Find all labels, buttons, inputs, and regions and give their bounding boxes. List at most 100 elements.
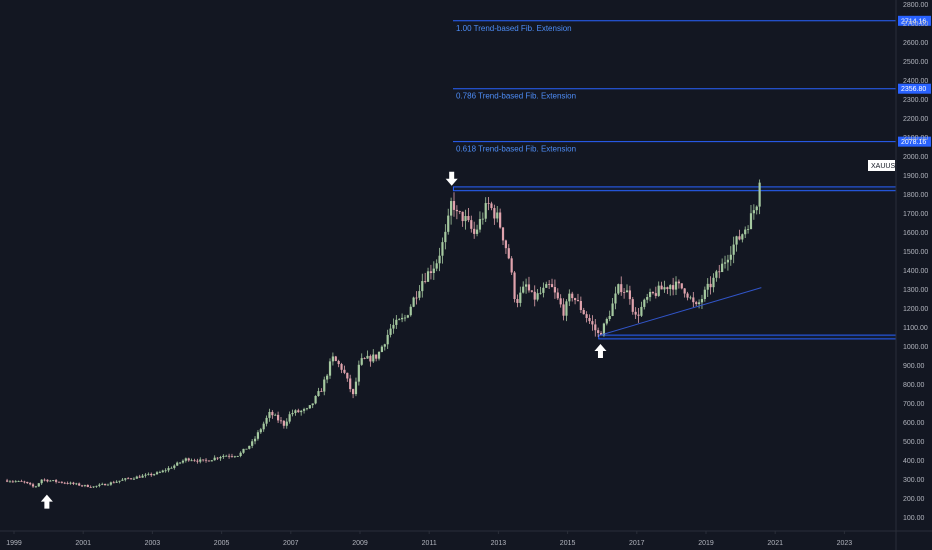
candle-body	[98, 484, 101, 486]
candle-body	[29, 483, 32, 485]
candle-body	[308, 405, 311, 409]
candle-body	[403, 317, 407, 319]
candle-body	[519, 292, 522, 303]
fib-price-tag-label: 2078.16	[901, 139, 926, 146]
arrow-up-icon[interactable]	[40, 494, 53, 509]
y-tick-label: 1200.00	[903, 306, 928, 313]
candle-body	[729, 254, 732, 260]
candle-body	[646, 297, 649, 300]
candle-body	[314, 396, 317, 404]
candle-body	[49, 480, 52, 482]
trend-line[interactable]	[600, 287, 762, 336]
candle-body	[340, 364, 343, 370]
fib-level-label: 0.786 Trend-based Fib. Extension	[456, 92, 576, 101]
candle-body	[467, 216, 470, 221]
symbol-tag-label: XAUUSD	[871, 163, 900, 170]
candle-body	[351, 389, 355, 395]
candle-body	[585, 314, 588, 319]
candle-body	[712, 277, 715, 288]
candle-body	[132, 478, 136, 480]
candle-body	[302, 409, 306, 411]
x-tick-label: 2007	[283, 540, 299, 547]
candle-body	[207, 460, 211, 462]
candle-body	[305, 408, 309, 410]
candle-body	[300, 410, 303, 413]
candle-body	[328, 361, 332, 376]
arrow-down-icon[interactable]	[445, 171, 458, 186]
candle-body	[703, 289, 706, 299]
candle-body	[409, 306, 412, 316]
candle-body	[343, 369, 346, 373]
candle-body	[141, 475, 144, 478]
candle-body	[623, 292, 626, 293]
candle-body	[357, 364, 360, 382]
candle-body	[86, 484, 89, 487]
candle-body	[337, 360, 340, 365]
candle-body	[274, 414, 277, 416]
candle-body	[34, 486, 38, 488]
candle-body	[285, 421, 288, 426]
candle-body	[732, 244, 735, 255]
candle-body	[640, 306, 643, 316]
candle-body	[637, 314, 640, 316]
candle-body	[31, 484, 35, 487]
candle-body	[323, 379, 326, 392]
candle-body	[412, 297, 415, 307]
candle-body	[744, 229, 747, 235]
y-tick-label: 1900.00	[903, 173, 928, 180]
candle-body	[478, 219, 482, 230]
x-tick-label: 2017	[629, 540, 645, 547]
x-tick-label: 2005	[214, 540, 230, 547]
candle-body	[72, 482, 75, 484]
candle-body	[602, 323, 606, 336]
y-tick-label: 2000.00	[903, 154, 928, 161]
candle-body	[421, 281, 424, 292]
candle-body	[317, 391, 320, 397]
candle-body	[57, 481, 61, 483]
candle-body	[715, 271, 718, 278]
candle-body	[204, 459, 208, 461]
candle-body	[115, 481, 118, 483]
candle-body	[516, 299, 519, 303]
candle-body	[158, 472, 161, 474]
candle-body	[424, 281, 427, 282]
candle-body	[680, 283, 683, 289]
candle-body	[153, 474, 156, 476]
candle-body	[631, 299, 634, 312]
candle-body	[501, 227, 505, 241]
resistance-zone[interactable]	[452, 186, 897, 192]
candle-body	[559, 298, 562, 305]
y-tick-label: 2300.00	[903, 97, 928, 104]
candle-body	[46, 479, 49, 482]
candle-body	[161, 470, 164, 473]
candle-body	[43, 479, 46, 481]
candle-body	[291, 413, 294, 415]
candle-body	[14, 481, 17, 483]
candle-body	[706, 283, 709, 290]
arrow-up-icon[interactable]	[594, 343, 607, 358]
candle-body	[692, 297, 695, 303]
candle-body	[253, 438, 257, 442]
candle-body	[178, 462, 182, 464]
candle-body	[438, 255, 441, 264]
candle-body	[66, 483, 69, 484]
candle-body	[127, 478, 130, 480]
y-tick-label: 700.00	[903, 401, 925, 408]
fib-level-label: 0.618 Trend-based Fib. Extension	[456, 145, 576, 154]
candle-body	[749, 213, 753, 230]
candle-body	[490, 203, 493, 209]
candle-body	[527, 284, 531, 291]
x-tick-label: 2013	[491, 540, 507, 547]
candle-body	[648, 292, 652, 298]
candle-body	[279, 420, 283, 422]
candle-body	[470, 220, 473, 229]
candle-body	[432, 268, 435, 273]
candle-body	[109, 482, 112, 485]
candle-body	[26, 481, 29, 484]
candle-body	[746, 229, 750, 230]
candle-body	[620, 284, 623, 293]
candle-body	[349, 378, 352, 390]
support-zone[interactable]	[598, 334, 897, 340]
